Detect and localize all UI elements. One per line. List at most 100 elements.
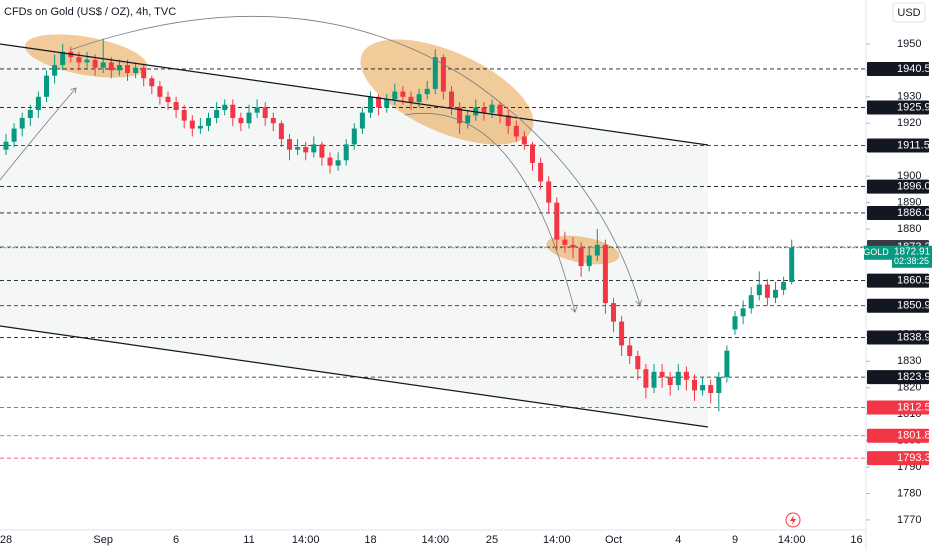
candle-body bbox=[481, 107, 487, 113]
x-tick-label: 28 bbox=[0, 534, 12, 546]
last-price-box bbox=[892, 245, 932, 268]
symbol-label: GOLD bbox=[863, 247, 889, 257]
candle-body bbox=[675, 371, 681, 386]
countdown-label: 02:38:25 bbox=[894, 256, 929, 266]
x-tick-label: 14:00 bbox=[292, 534, 320, 546]
candle-body bbox=[92, 59, 98, 68]
candle-body bbox=[11, 128, 17, 142]
candle-body bbox=[457, 107, 463, 124]
trend-line bbox=[0, 325, 709, 428]
candle-body bbox=[683, 371, 689, 380]
candle-body bbox=[424, 88, 430, 95]
candle-body bbox=[578, 247, 584, 267]
x-tick-label: 14:00 bbox=[543, 534, 571, 546]
level-label: 1823.99 bbox=[897, 371, 932, 383]
candle-body bbox=[100, 62, 106, 68]
candle-body bbox=[530, 144, 535, 163]
x-tick-label: 14:00 bbox=[778, 534, 806, 546]
candle-body bbox=[246, 112, 252, 124]
candle-body bbox=[594, 244, 600, 256]
candle-body bbox=[627, 345, 633, 356]
y-tick-label: 1770 bbox=[897, 514, 921, 526]
candle-body bbox=[700, 385, 706, 391]
x-tick-label: 11 bbox=[243, 534, 254, 546]
highlight-ellipse bbox=[360, 39, 534, 145]
candle-body bbox=[570, 244, 576, 248]
x-tick-label: 25 bbox=[486, 534, 498, 546]
currency-label[interactable]: USD bbox=[897, 7, 920, 19]
channel-fill bbox=[0, 44, 708, 427]
candle-body bbox=[311, 144, 317, 153]
y-tick-label: 1930 bbox=[897, 91, 921, 103]
arc-arrow bbox=[404, 113, 575, 312]
drawings bbox=[0, 15, 709, 428]
level-label: 1850.98 bbox=[897, 300, 932, 312]
candle-body bbox=[538, 162, 544, 182]
candle-body bbox=[287, 139, 292, 150]
x-tick-label: Oct bbox=[605, 534, 622, 546]
symbol-box bbox=[864, 245, 892, 260]
candle-body bbox=[505, 115, 511, 126]
y-tick-label: 1820 bbox=[897, 382, 921, 394]
candle-body bbox=[773, 289, 778, 298]
candle-body bbox=[189, 120, 195, 129]
last-price-label: 1872.91 bbox=[894, 246, 931, 257]
y-tick-label: 1920 bbox=[897, 117, 921, 129]
y-tick-label: 1900 bbox=[897, 170, 921, 182]
candle-body bbox=[781, 281, 787, 290]
x-tick-label: 4 bbox=[675, 534, 681, 546]
candle-body bbox=[489, 104, 495, 113]
candle-body bbox=[432, 57, 438, 89]
level-label-box bbox=[867, 100, 929, 115]
candle-body bbox=[214, 110, 220, 118]
candle-body bbox=[408, 96, 414, 103]
trend-line bbox=[0, 43, 709, 146]
level-label-box bbox=[867, 330, 929, 345]
level-label-box bbox=[867, 400, 929, 415]
candle-body bbox=[270, 117, 276, 124]
candle-body bbox=[116, 65, 122, 71]
level-label: 1940.53 bbox=[897, 63, 932, 75]
candle-body bbox=[197, 125, 203, 129]
candle-body bbox=[521, 136, 527, 145]
candle-body bbox=[789, 247, 795, 282]
candle-body bbox=[708, 385, 714, 394]
candle-body bbox=[44, 75, 49, 97]
candle-body bbox=[546, 181, 552, 203]
level-label-box bbox=[867, 428, 929, 443]
candle-body bbox=[619, 321, 625, 346]
y-tick-label: 1890 bbox=[897, 196, 921, 208]
candle-body bbox=[554, 202, 560, 240]
x-tick-label: 16 bbox=[850, 534, 862, 546]
level-label-box bbox=[867, 298, 929, 313]
level-label: 1860.51 bbox=[897, 274, 932, 286]
x-tick-label: 9 bbox=[732, 534, 738, 546]
candle-body bbox=[60, 51, 66, 66]
level-label: 1886.08 bbox=[897, 207, 932, 219]
x-tick-label: Sep bbox=[93, 534, 113, 546]
candle-body bbox=[254, 107, 260, 113]
candle-body bbox=[141, 67, 147, 79]
level-label: 1801.85 bbox=[897, 430, 932, 442]
candle-body bbox=[392, 91, 398, 100]
chart-title: CFDs on Gold (US$ / OZ), 4h, TVC bbox=[4, 6, 176, 18]
event-icon-bolt bbox=[790, 515, 796, 525]
candle-body bbox=[740, 308, 746, 317]
candle-body bbox=[19, 117, 25, 129]
arc-arrow bbox=[0, 88, 76, 181]
candle-body bbox=[376, 96, 382, 108]
candle-body bbox=[295, 147, 301, 150]
candle-body bbox=[165, 96, 171, 103]
candle-body bbox=[230, 104, 236, 118]
currency-button[interactable] bbox=[892, 2, 926, 23]
candle-body bbox=[108, 62, 114, 71]
candle-body bbox=[513, 125, 519, 137]
level-label-box bbox=[867, 179, 929, 194]
candle-body bbox=[222, 104, 228, 111]
candle-body bbox=[602, 244, 608, 304]
level-label-box bbox=[867, 451, 929, 466]
level-label-box bbox=[867, 61, 929, 76]
candle-body bbox=[732, 316, 738, 330]
candle-body bbox=[181, 110, 187, 121]
